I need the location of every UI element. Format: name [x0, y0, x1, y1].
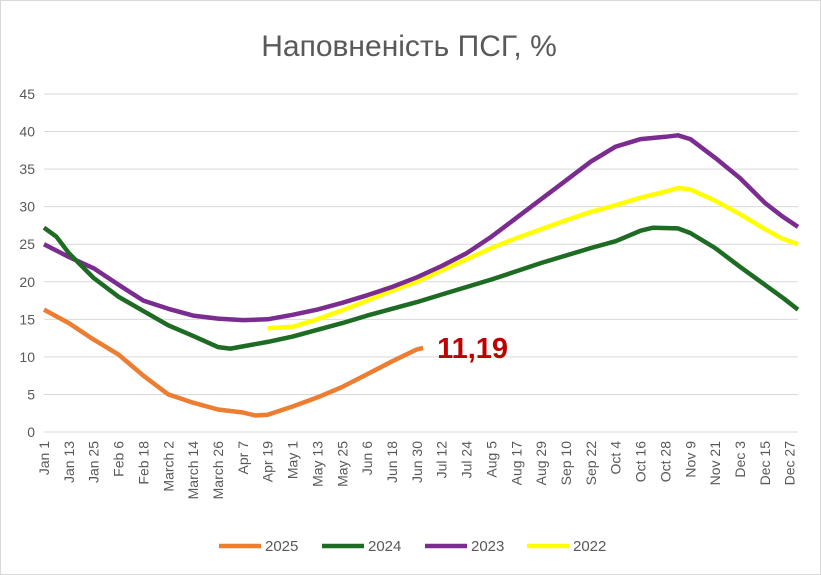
- x-tick-label: March 26: [210, 441, 226, 500]
- value-annotation: 11,19: [437, 333, 508, 365]
- x-tick-label: Oct 4: [608, 441, 624, 475]
- series-line-2024: [42, 225, 800, 351]
- y-tick-label: 25: [19, 236, 35, 252]
- x-tick-label: Jun 18: [384, 441, 400, 483]
- x-tick-label: Sep 10: [558, 441, 574, 486]
- legend-label-2022: 2022: [573, 538, 606, 555]
- y-tick-label: 35: [19, 161, 35, 177]
- x-tick-label: Dec 15: [757, 441, 773, 486]
- series-line-2022: [267, 185, 799, 331]
- x-tick-label: Jun 6: [359, 441, 375, 475]
- series-line-2025: [42, 307, 424, 418]
- x-tick-label: Jul 12: [434, 441, 450, 479]
- x-axis-ticks: Jan 1 Jan 13 Jan 25 Feb 6 Feb 18 March 2 March…: [36, 441, 798, 500]
- legend-label-2023: 2023: [471, 538, 504, 555]
- x-tick-label: Jul 24: [459, 441, 475, 479]
- x-tick-label: Apr 7: [235, 441, 251, 475]
- x-tick-label: Feb 6: [111, 441, 127, 477]
- y-tick-label: 40: [19, 124, 35, 140]
- y-tick-label: 15: [19, 311, 35, 327]
- x-tick-label: Nov 21: [707, 441, 723, 486]
- y-tick-label: 30: [19, 199, 35, 215]
- series-line-2023: [42, 133, 800, 323]
- annotations: 11,19: [437, 333, 508, 365]
- x-tick-label: Apr 19: [260, 441, 276, 482]
- x-tick-label: Jan 1: [36, 441, 52, 475]
- y-axis-ticks: 0 5 10 15 20 25 30 35 40 45: [19, 86, 35, 440]
- x-tick-label: Dec 3: [732, 441, 748, 478]
- y-tick-label: 20: [19, 274, 35, 290]
- x-tick-label: Jan 25: [86, 441, 102, 483]
- series-lines: [42, 133, 800, 418]
- legend-label-2025: 2025: [265, 538, 298, 555]
- x-tick-label: Oct 28: [657, 441, 673, 482]
- y-tick-label: 10: [19, 349, 35, 365]
- y-tick-label: 0: [27, 424, 35, 440]
- x-tick-label: Jan 13: [61, 441, 77, 483]
- x-tick-label: Sep 22: [583, 441, 599, 486]
- x-tick-label: May 1: [285, 441, 301, 479]
- legend-label-2024: 2024: [368, 538, 401, 555]
- x-tick-label: Dec 27: [782, 441, 798, 486]
- x-tick-label: Aug 5: [483, 441, 499, 478]
- grid-lines: [44, 93, 798, 433]
- x-tick-label: Aug 17: [508, 441, 524, 486]
- x-tick-label: Nov 9: [682, 441, 698, 478]
- y-tick-label: 5: [27, 386, 35, 402]
- x-tick-label: Feb 18: [135, 441, 151, 485]
- y-tick-label: 45: [19, 86, 35, 102]
- x-tick-label: Jun 30: [409, 441, 425, 483]
- x-tick-label: May 25: [334, 441, 350, 487]
- x-tick-label: March 2: [160, 441, 176, 492]
- legend: 2025 2024 2023 2022: [219, 538, 606, 555]
- x-tick-label: Aug 29: [533, 441, 549, 486]
- x-tick-label: March 14: [185, 441, 201, 500]
- chart-title: Наповненість ПСГ, %: [261, 30, 557, 63]
- x-tick-label: Oct 16: [633, 441, 649, 482]
- x-tick-label: May 13: [309, 441, 325, 487]
